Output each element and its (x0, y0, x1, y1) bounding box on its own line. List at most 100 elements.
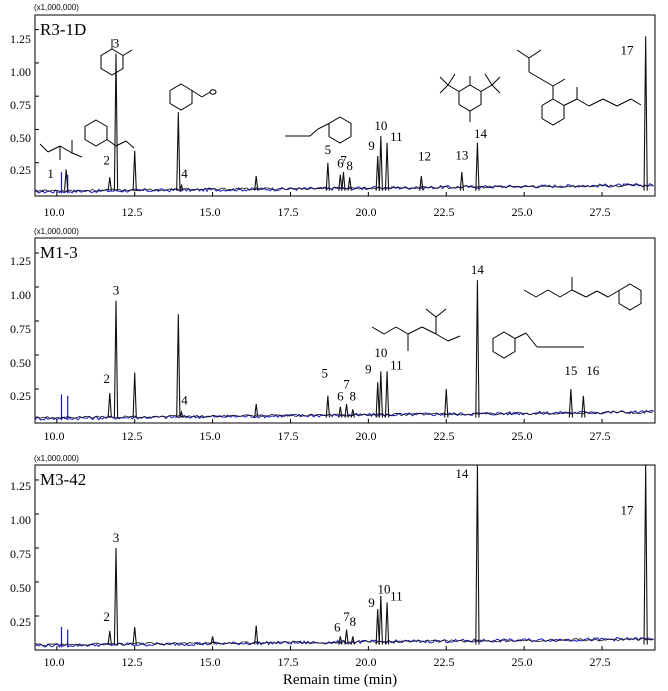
y-tick-label: 0.25 (10, 615, 31, 629)
sample-baseline (34, 184, 654, 193)
structure-phenol (439, 73, 501, 122)
peak-label: 7 (343, 609, 350, 624)
x-tick-label: 22.5 (434, 429, 455, 443)
peak (179, 410, 184, 418)
peak (459, 171, 464, 191)
plot-frame (34, 237, 656, 424)
x-axis: 10.0 12.5 15.0 17.5 20.0 22.5 25.0 27.5 (44, 646, 611, 669)
peak (350, 409, 355, 418)
peak-label: 9 (365, 361, 372, 376)
y-tick-label: 1.25 (10, 254, 31, 268)
peak-label: 11 (390, 357, 403, 372)
x-tick-label: 22.5 (434, 655, 455, 669)
x-tick-label: 12.5 (122, 205, 143, 219)
peak (384, 371, 390, 418)
blank-baseline (34, 636, 654, 648)
structure-butynyl (492, 331, 584, 359)
y-tick-label: 1.00 (10, 65, 31, 79)
y-tick-label: 0.50 (10, 356, 31, 370)
peak-label: 8 (346, 158, 353, 173)
y-axis: 0.25 0.50 0.75 1.00 1.25 (10, 479, 39, 629)
x-tick-label: 22.5 (434, 205, 455, 219)
peak-label: 8 (350, 389, 357, 404)
structure-o-xylene (100, 39, 133, 76)
peak-label: 5 (321, 365, 328, 380)
panel-title: M3-42 (40, 470, 86, 489)
peak (210, 636, 215, 645)
peak (375, 609, 380, 645)
sample-trace-layer (34, 280, 654, 419)
x-tick-label: 25.0 (512, 429, 533, 443)
x-axis: 10.0 12.5 15.0 17.5 20.0 22.5 25.0 27.5 (44, 192, 611, 219)
x-tick-label: 20.0 (356, 205, 377, 219)
peak-label: 5 (325, 142, 332, 157)
structure-benzaldehyde (169, 83, 217, 111)
y-tick-label: 1.00 (10, 288, 31, 302)
peak (384, 142, 390, 191)
y-tick-label: 0.25 (10, 163, 31, 177)
x-tick-label: 25.0 (512, 205, 533, 219)
x-tick-label: 15.0 (200, 205, 221, 219)
peak-label: 3 (113, 530, 120, 545)
peak-label: 14 (474, 126, 488, 141)
peak (107, 630, 112, 645)
panel-m3-42: (x1,000,000) M3-42 0.25 0.50 0.75 1.00 1… (10, 454, 656, 669)
peak (378, 595, 383, 645)
peak (132, 626, 137, 645)
peak-label: 1 (47, 166, 54, 181)
peak-label: 14 (471, 262, 485, 277)
peak (568, 388, 574, 418)
peak-label: 13 (455, 147, 468, 162)
y-axis: 0.25 0.50 0.75 1.00 1.25 (10, 29, 39, 177)
x-tick-label: 20.0 (356, 429, 377, 443)
peak (475, 142, 480, 191)
sample-trace-layer (34, 464, 654, 646)
peak-label: 10 (377, 582, 390, 597)
peak (132, 372, 137, 418)
peak-label: 7 (340, 153, 347, 168)
peak (475, 464, 480, 645)
x-tick-label: 17.5 (278, 205, 299, 219)
peak (347, 177, 352, 191)
structure-alcohol (371, 308, 461, 351)
plot-frame (34, 464, 656, 651)
peak (344, 629, 349, 645)
x-tick-label: 15.0 (200, 429, 221, 443)
peak-label: 12 (418, 149, 431, 164)
peak (350, 636, 355, 645)
peak-label: 2 (103, 371, 110, 386)
structure-drawings (371, 277, 642, 359)
peak-label: 11 (390, 588, 403, 603)
x-tick-label: 15.0 (200, 655, 221, 669)
plot-frame (34, 14, 656, 197)
peak-label: 10 (374, 345, 387, 360)
y-tick-label: 0.25 (10, 389, 31, 403)
peak-label: 2 (103, 609, 110, 624)
panel-m1-3: (x1,000,000) M1-3 0.25 0.50 0.75 1.00 1.… (10, 227, 656, 443)
peak (338, 636, 343, 645)
peak (338, 174, 343, 191)
scale-label: (x1,000,000) (34, 3, 79, 12)
x-tick-label: 10.0 (44, 655, 65, 669)
peak (179, 183, 184, 191)
structure-butylbenzene (84, 119, 135, 149)
peak (325, 395, 331, 418)
peak-label: 6 (337, 389, 344, 404)
peak (378, 371, 383, 418)
sample-baseline (34, 410, 654, 419)
peak (107, 177, 112, 191)
structure-phenethyl-ester (523, 277, 642, 311)
peak (132, 150, 137, 191)
x-tick-label: 27.5 (590, 205, 611, 219)
peak-label: 4 (181, 166, 188, 181)
sample-trace-layer (34, 36, 654, 193)
sample-baseline (34, 637, 654, 646)
peak-label: 3 (113, 282, 120, 297)
y-tick-label: 1.25 (10, 32, 31, 46)
peak (176, 112, 181, 191)
x-tick-label: 12.5 (122, 429, 143, 443)
y-tick-label: 0.75 (10, 322, 31, 336)
x-tick-label: 12.5 (122, 655, 143, 669)
